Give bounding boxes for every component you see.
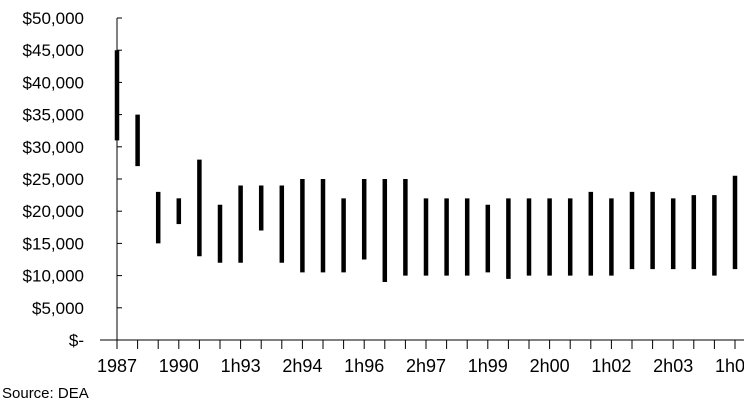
y-tick-label: $10,000 (23, 267, 84, 286)
y-tick-label: $45,000 (23, 41, 84, 60)
x-tick-label: 2h00 (530, 356, 570, 376)
y-tick-label: $35,000 (23, 106, 84, 125)
x-tick-label: 1h93 (221, 356, 261, 376)
x-tick-label: 1h99 (468, 356, 508, 376)
x-tick-label: 1h02 (591, 356, 631, 376)
y-tick-label: $40,000 (23, 73, 84, 92)
y-tick-label: $30,000 (23, 138, 84, 157)
x-tick-label: 2h03 (653, 356, 693, 376)
x-tick-label: 2h97 (406, 356, 446, 376)
y-tick-label: $25,000 (23, 170, 84, 189)
x-tick-label: 2h94 (282, 356, 322, 376)
y-tick-label: $50,000 (23, 9, 84, 28)
y-tick-label: $15,000 (23, 234, 84, 253)
axes (100, 18, 744, 341)
source-note: Source: DEA (2, 385, 89, 402)
range-bars (114, 50, 738, 283)
y-tick-label: $5,000 (32, 299, 84, 318)
x-tick-label: 1h05 (715, 356, 744, 376)
y-axis-ticks: $- $5,000 $10,000 $15,000 $20,000 $25,000 $30,… (23, 9, 122, 350)
x-axis-ticks: 1987 1990 1h93 2h94 1h96 2h97 1h99 2h00 1h02 2h03… (97, 340, 744, 376)
x-tick-label: 1987 (97, 356, 137, 376)
y-tick-label: $20,000 (23, 202, 84, 221)
x-tick-label: 1h96 (344, 356, 384, 376)
y-tick-label: $- (69, 331, 84, 350)
x-tick-label: 1990 (159, 356, 199, 376)
